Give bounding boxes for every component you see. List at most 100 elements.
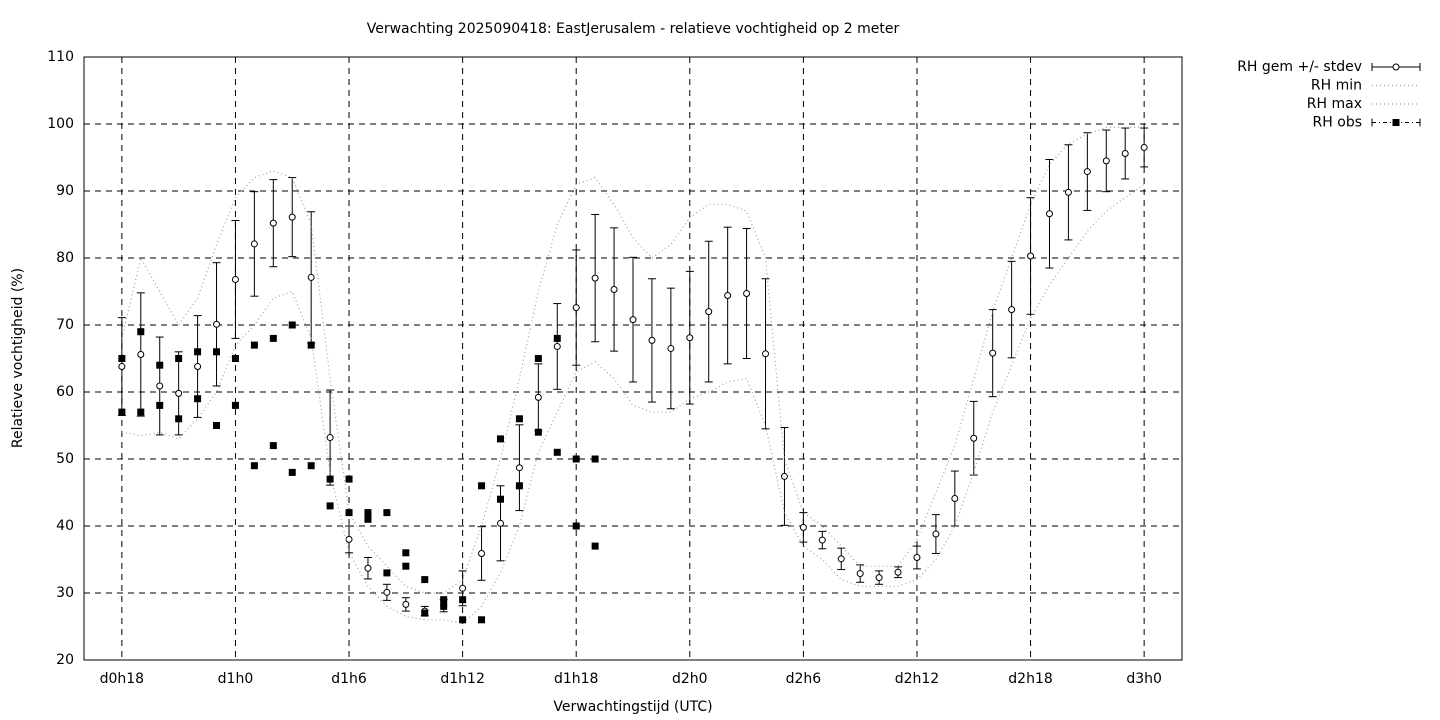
mean-point (1083, 168, 1091, 176)
x-tick-label: d0h18 (100, 671, 144, 687)
obs-point (269, 442, 277, 450)
obs-point (459, 616, 467, 624)
mean-point (288, 213, 296, 221)
x-tick-label: d1h18 (554, 671, 598, 687)
legend-marker (1392, 119, 1400, 126)
x-tick-label: d1h0 (218, 671, 254, 687)
obs-point (383, 569, 391, 577)
obs-point (194, 348, 202, 356)
mean-point (1045, 210, 1053, 218)
obs-point (364, 509, 372, 517)
mean-point (326, 434, 334, 442)
plot-frame (83, 56, 1183, 661)
y-tick-label: 110 (47, 49, 74, 65)
obs-point (478, 482, 486, 490)
obs-point (553, 448, 561, 456)
mean-point (213, 320, 221, 328)
obs-point (572, 455, 580, 463)
chart-title: Verwachting 2025090418: EastJerusalem - … (367, 21, 900, 37)
obs-point (496, 495, 504, 503)
x-tick-label: d1h12 (440, 671, 484, 687)
obs-point (534, 428, 542, 436)
mean-point (345, 535, 353, 543)
obs-point (459, 596, 467, 604)
obs-point (213, 348, 221, 356)
legend-marker (1392, 63, 1400, 71)
mean-point (667, 344, 675, 352)
x-tick-label: d2h0 (672, 671, 708, 687)
mean-point (402, 600, 410, 608)
mean-point (799, 523, 807, 531)
mean-point (1140, 143, 1148, 151)
mean-point (496, 519, 504, 527)
mean-point (194, 363, 202, 371)
mean-point (913, 553, 921, 561)
obs-point (383, 509, 391, 517)
mean-point (989, 349, 997, 357)
mean-point (515, 464, 523, 472)
obs-point (194, 395, 202, 403)
mean-point (705, 308, 713, 316)
obs-point (307, 341, 315, 349)
mean-point (818, 536, 826, 544)
obs-point (496, 435, 504, 443)
mean-point (478, 549, 486, 557)
obs-point (553, 334, 561, 342)
mean-point (610, 285, 618, 293)
obs-point (326, 502, 334, 510)
mean-point (629, 316, 637, 324)
obs-point (156, 361, 164, 369)
obs-point (440, 596, 448, 604)
obs-point (231, 401, 239, 409)
obs-point (421, 609, 429, 617)
mean-point (156, 382, 164, 390)
obs-point (288, 321, 296, 329)
legend-label: RH max (1307, 96, 1362, 112)
mean-point (1121, 149, 1129, 157)
mean-point (364, 564, 372, 572)
mean-point (307, 273, 315, 281)
mean-point (175, 389, 183, 397)
mean-point (269, 219, 277, 227)
mean-point (856, 570, 864, 578)
obs-point (137, 408, 145, 416)
mean-point (970, 434, 978, 442)
mean-point (1027, 252, 1035, 260)
x-tick-label: d2h6 (786, 671, 822, 687)
obs-point (250, 341, 258, 349)
mean-point (591, 274, 599, 282)
y-tick-label: 50 (56, 451, 74, 467)
mean-point (686, 334, 694, 342)
obs-point (307, 462, 315, 470)
y-tick-label: 60 (56, 384, 74, 400)
mean-point (724, 292, 732, 300)
obs-point (515, 482, 523, 490)
obs-point (118, 408, 126, 416)
obs-point (572, 522, 580, 530)
mean-point (250, 240, 258, 248)
obs-point (137, 328, 145, 336)
obs-point (364, 515, 372, 523)
mean-point (553, 342, 561, 350)
mean-point (743, 290, 751, 298)
x-tick-label: d2h18 (1008, 671, 1052, 687)
obs-point (402, 562, 410, 570)
obs-point (156, 401, 164, 409)
mean-point (932, 530, 940, 538)
obs-point (534, 355, 542, 362)
mean-point (780, 472, 788, 480)
obs-point (175, 355, 183, 362)
obs-point (288, 468, 296, 476)
obs-point (118, 355, 126, 362)
mean-point (231, 275, 239, 283)
mean-point (894, 568, 902, 576)
mean-point (1064, 188, 1072, 196)
mean-point (383, 588, 391, 596)
y-tick-label: 20 (56, 652, 74, 668)
x-axis-label: Verwachtingstijd (UTC) (553, 699, 712, 715)
mean-point (534, 393, 542, 401)
y-tick-label: 70 (56, 317, 74, 333)
obs-point (250, 462, 258, 470)
y-tick-label: 80 (56, 250, 74, 266)
